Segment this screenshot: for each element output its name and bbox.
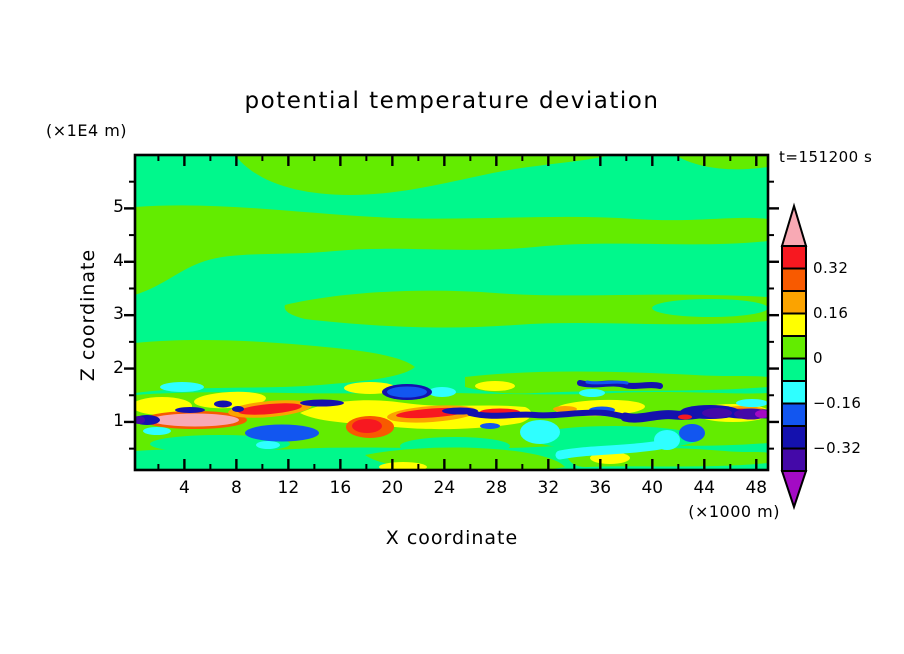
axis-ticks — [124, 155, 779, 470]
x-axis-unit-label: (×1000 m) — [688, 502, 780, 521]
x-tick-label: 48 — [745, 478, 768, 498]
x-tick-label: 16 — [329, 478, 352, 498]
x-tick-label: 32 — [537, 478, 560, 498]
x-tick-label: 44 — [693, 478, 716, 498]
colorbar-tick-label: 0 — [813, 348, 824, 367]
x-tick-label: 8 — [230, 478, 242, 498]
x-tick-label: 4 — [178, 478, 190, 498]
z-tick-label: 1 — [113, 410, 124, 431]
z-axis-unit-label: (×1E4 m) — [46, 121, 128, 140]
z-tick-label: 3 — [113, 304, 124, 325]
z-tick-label: 2 — [113, 357, 124, 378]
x-tick-label: 40 — [641, 478, 664, 498]
x-axis-title: X coordinate — [385, 527, 519, 549]
contour-field — [135, 155, 768, 470]
colorbar-tick-label: 0.16 — [813, 303, 849, 322]
x-tick-label: 20 — [381, 478, 404, 498]
colorbar-tick-label: 0.32 — [813, 258, 849, 277]
time-annotation: t=151200 s — [779, 148, 873, 166]
colorbar — [780, 202, 808, 511]
z-tick-label: 4 — [113, 250, 124, 271]
chart-title: potential temperature deviation — [244, 88, 660, 114]
colorbar-tick-label: −0.16 — [813, 393, 862, 412]
x-tick-label: 24 — [433, 478, 456, 498]
z-tick-label: 5 — [113, 197, 124, 218]
x-tick-label: 12 — [277, 478, 300, 498]
colorbar-tick-label: −0.32 — [813, 438, 862, 457]
x-tick-label: 28 — [485, 478, 508, 498]
plot-border — [133, 153, 770, 472]
x-tick-label: 36 — [589, 478, 612, 498]
